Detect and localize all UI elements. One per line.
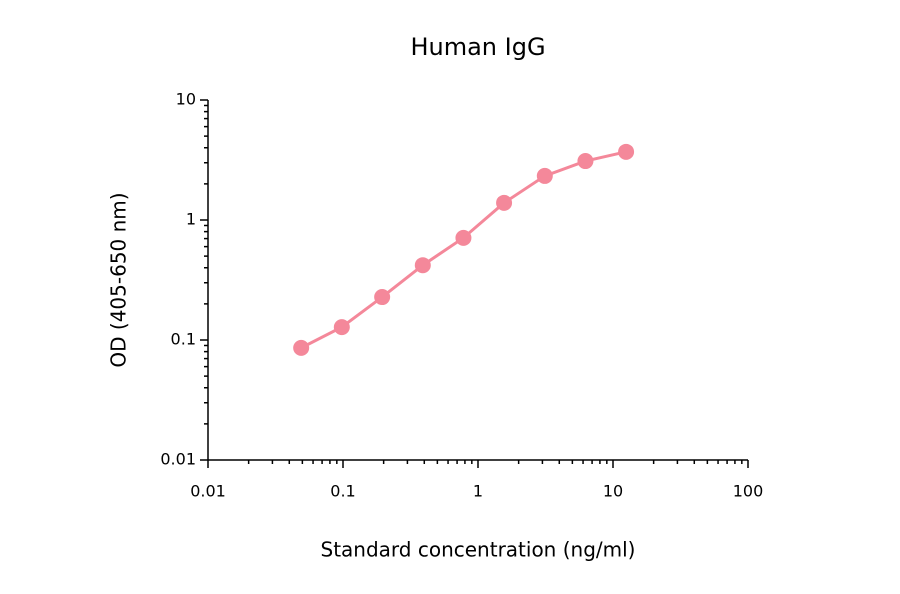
data-point xyxy=(496,194,513,211)
data-point xyxy=(618,143,635,160)
x-tick-label: 0.1 xyxy=(330,482,355,501)
y-tick-label: 1 xyxy=(186,210,196,229)
data-point xyxy=(333,319,350,336)
y-tick-label: 10 xyxy=(176,90,196,109)
data-point xyxy=(455,229,472,246)
y-tick-label: 0.1 xyxy=(171,330,196,349)
x-tick-label: 1 xyxy=(473,482,483,501)
data-point xyxy=(536,167,553,184)
data-point xyxy=(374,289,391,306)
y-tick-label: 0.01 xyxy=(160,450,196,469)
x-tick-label: 10 xyxy=(603,482,623,501)
series-line xyxy=(300,150,627,350)
data-point xyxy=(414,257,431,274)
x-tick-label: 100 xyxy=(733,482,764,501)
y-axis-label: OD (405-650 nm) xyxy=(107,192,131,367)
x-axis-label: Standard concentration (ng/ml) xyxy=(321,538,636,562)
x-tick-label: 0.01 xyxy=(190,482,226,501)
data-point xyxy=(293,339,310,356)
data-point xyxy=(577,153,594,170)
chart-title: Human IgG xyxy=(410,33,545,61)
